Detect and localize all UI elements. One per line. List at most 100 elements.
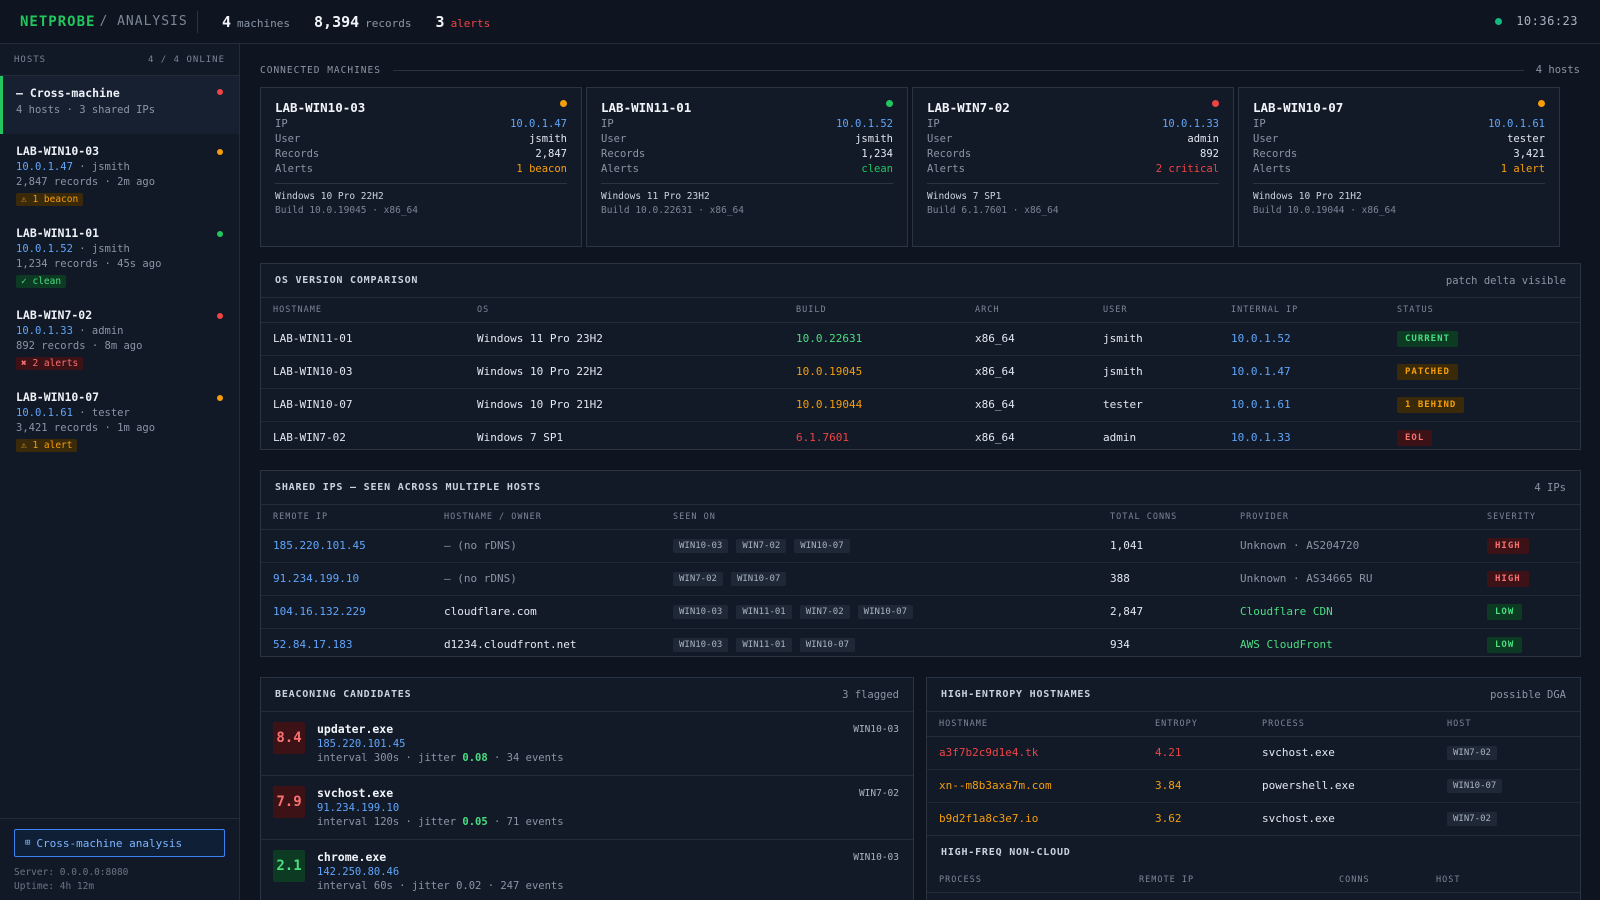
table-row[interactable]: 52.84.17.183 d1234.cloudfront.net WIN10-03… <box>261 628 1580 661</box>
cell-remote-ip[interactable]: 52.84.17.183 <box>273 638 353 652</box>
table-row[interactable]: LAB-WIN10-07 Windows 10 Pro 21H2 10.0.1904… <box>261 388 1580 422</box>
kv-value: 1 alert <box>1500 163 1545 175</box>
events-text: · 247 events <box>487 880 564 892</box>
status-dot-icon <box>560 100 567 107</box>
stat-label: records <box>365 16 412 30</box>
badge-wrap: ✖ 2 alerts <box>16 352 223 370</box>
host-records: 892 records · 8m ago <box>16 340 143 352</box>
host-user: · jsmith <box>79 161 130 173</box>
divider <box>927 183 1219 184</box>
cell-remote-ip[interactable]: 91.234.199.10 <box>261 562 432 596</box>
table-row[interactable]: LAB-WIN11-01 Windows 11 Pro 23H2 10.0.2263… <box>261 322 1580 356</box>
machine-card[interactable]: LAB-WIN10-07 IP 10.0.1.61 User tester Records… <box>1238 87 1560 247</box>
severity-badge: HIGH <box>1487 570 1529 587</box>
cell-ip: 10.0.1.52 <box>1219 322 1385 356</box>
kv-value: 10.0.1.47 <box>510 118 567 130</box>
kv-value: tester <box>1507 133 1545 145</box>
beacon-score: 7.9 <box>273 786 305 818</box>
table-row[interactable]: LAB-WIN10-03 Windows 10 Pro 22H2 10.0.1904… <box>261 355 1580 389</box>
host-chip[interactable]: WIN7-02 <box>673 572 723 586</box>
divider <box>601 183 893 184</box>
host-chip[interactable]: WIN10-07 <box>794 539 850 553</box>
process-name: chrome.exe <box>317 850 387 864</box>
column-header: PROVIDER <box>1228 505 1475 530</box>
table-row[interactable]: a3f7b2c9d1e4.tk 4.21 svchost.exe WIN7-02 <box>927 736 1580 770</box>
machine-card[interactable]: LAB-WIN10-03 IP 10.0.1.47 User jsmith Records… <box>260 87 582 247</box>
status-badge: ✖ 2 alerts <box>16 357 84 370</box>
host-chip[interactable]: WIN10-07 <box>857 605 914 619</box>
host-chip[interactable]: WIN10-07 <box>730 572 787 586</box>
kv-value: 10.0.1.52 <box>836 118 893 130</box>
host-chip[interactable]: WIN10-03 <box>673 605 729 619</box>
cell-os: Windows 7 SP1 <box>477 431 564 445</box>
remote-ip[interactable]: 142.250.80.46 <box>317 866 400 878</box>
os-name: Windows 11 Pro 23H2 <box>601 191 710 202</box>
machine-card[interactable]: LAB-WIN7-02 IP 10.0.1.33 User admin Records 89… <box>912 87 1234 247</box>
beacon-score: 2.1 <box>273 850 305 882</box>
divider <box>275 183 567 184</box>
table-row[interactable]: 104.16.132.229 cloudflare.com WIN10-03 WIN1… <box>261 595 1580 629</box>
cell-process: pp.exe <box>927 892 1127 900</box>
sidebar-item-host[interactable]: LAB-WIN11-01 10.0.1.52 · jsmith 1,234 reco… <box>0 216 239 298</box>
kv-records: Records 2,847 <box>275 148 567 160</box>
panel-title: BEACONING CANDIDATES <box>275 689 412 700</box>
kv-label: IP <box>927 118 940 130</box>
cell-owner: d1234.cloudfront.net <box>444 638 577 652</box>
host-chip[interactable]: WIN10-07 <box>1447 779 1503 793</box>
host-chip[interactable]: WIN10-07 <box>799 638 856 653</box>
host-chip[interactable]: WIN11-01 <box>736 638 792 653</box>
clock: 10:36:23 <box>1495 14 1578 28</box>
os-table: HOSTNAME OS BUILD ARCH USER INTERNAL IP STATUS… <box>261 298 1580 454</box>
kv-label: IP <box>275 118 288 130</box>
host-ip: 10.0.1.47 <box>16 161 73 173</box>
host-chip[interactable]: WIN7-02 <box>1447 746 1497 760</box>
host-chip[interactable]: WIN10-03 <box>673 638 729 653</box>
host-chip[interactable]: WIN10-03 <box>673 539 729 553</box>
flagged-count: 3 flagged <box>842 688 899 701</box>
uptime: Uptime: 4h 12m <box>14 881 95 892</box>
beacon-item[interactable]: 7.9 svchost.exe 91.234.199.10 interval 120s… <box>261 776 913 840</box>
host-chip[interactable]: WIN7-02 <box>799 605 850 619</box>
host-chip[interactable]: WIN11-01 <box>736 605 792 619</box>
kv-label: Records <box>927 148 972 160</box>
host-name: LAB-WIN10-07 <box>16 390 100 404</box>
status-badge: EOL <box>1397 429 1433 446</box>
host-chip[interactable]: WIN7-02 <box>1447 812 1497 827</box>
kv-label: Records <box>601 148 646 160</box>
table-row[interactable]: b9d2f1a8c3e7.io 3.62 svchost.exe WIN7-02 <box>927 802 1580 835</box>
remote-ip[interactable]: 185.220.101.45 <box>317 738 406 750</box>
remote-ip[interactable]: 91.234.199.10 <box>317 802 400 814</box>
beacon-item[interactable]: 8.4 updater.exe 185.220.101.45 interval 300… <box>261 712 913 776</box>
panel-header: BEACONING CANDIDATES 3 flagged <box>261 678 913 712</box>
status-badge: 1 BEHIND <box>1397 396 1465 413</box>
cell-severity: HIGH <box>1475 529 1580 563</box>
sidebar-item-host[interactable]: LAB-WIN7-02 10.0.1.33 · admin 892 records … <box>0 298 239 380</box>
kv-label: Records <box>275 148 320 160</box>
host-chip[interactable]: WIN7-02 <box>736 539 787 553</box>
subsection-title: HIGH-FREQ NON-CLOUD <box>941 846 1071 858</box>
cell-seen-on: WIN10-03 WIN7-02 WIN10-07 <box>661 529 1098 563</box>
stat-label: alerts <box>450 16 491 30</box>
table-row[interactable]: LAB-WIN7-02 Windows 7 SP1 6.1.7601 x86_64 ad… <box>261 421 1580 454</box>
sidebar-heading: HOSTS <box>14 54 47 65</box>
sidebar-item-cross-machine[interactable]: — Cross-machine 4 hosts · 3 shared IPs <box>0 76 239 134</box>
host-ip-line: 10.0.1.52 · jsmith <box>16 243 223 255</box>
kv-ip: IP 10.0.1.61 <box>1253 118 1545 130</box>
jitter-value: 0.05 <box>462 816 488 828</box>
kv-label: IP <box>601 118 614 130</box>
column-header: REMOTE IP <box>1127 868 1327 893</box>
cell-remote-ip[interactable]: 185.220.101.45 <box>261 529 432 563</box>
table-row[interactable]: 91.234.199.10— (no rDNS) WIN7-02 WIN10-07 3… <box>261 562 1580 596</box>
stat-alerts[interactable]: 3 alerts <box>436 13 491 31</box>
sidebar-item-host[interactable]: LAB-WIN10-03 10.0.1.47 · jsmith 2,847 reco… <box>0 134 239 216</box>
panel-title: OS VERSION COMPARISON <box>275 275 419 286</box>
table-row[interactable]: xn--m8b3axa7m.com 3.84 powershell.exe WIN10… <box>927 769 1580 803</box>
beacon-item[interactable]: 2.1 chrome.exe 142.250.80.46 interval 60s ·… <box>261 840 913 900</box>
sidebar-item-host[interactable]: LAB-WIN10-07 10.0.1.61 · tester 3,421 reco… <box>0 380 239 462</box>
cell-remote-ip[interactable]: 104.16.132.229 <box>261 595 432 629</box>
kv-value: 2,847 <box>535 148 567 160</box>
table-row[interactable]: 185.220.101.45— (no rDNS) WIN10-03 WIN7-02… <box>261 529 1580 563</box>
machine-card[interactable]: LAB-WIN11-01 IP 10.0.1.52 User jsmith Records… <box>586 87 908 247</box>
cross-machine-analysis-button[interactable]: ⊞ Cross-machine analysis <box>14 829 225 857</box>
